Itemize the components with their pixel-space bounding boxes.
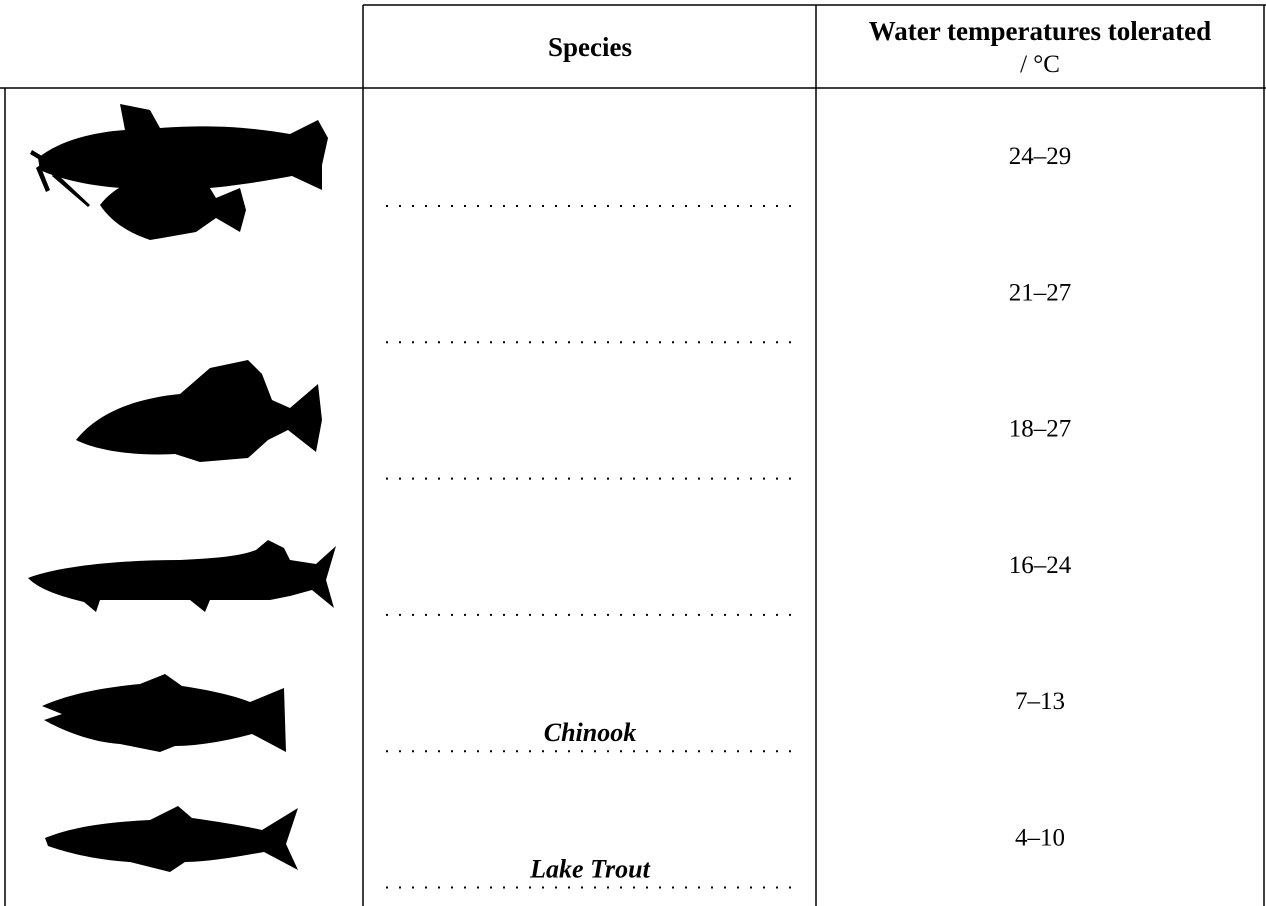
header-temperature: Water temperatures tolerated [869,16,1211,46]
page: Species Water temperatures tolerated / °… [0,0,1266,906]
fish-pike [28,540,336,612]
fish-lake-trout [45,806,298,872]
header-unit: / °C [1020,51,1060,78]
fish-chinook [42,674,286,752]
temperature-range: 7–13 [1015,688,1065,715]
fish-silhouettes [28,104,336,872]
temperature-range: 21–27 [1009,279,1072,306]
header-species: Species [548,32,632,62]
table: Species Water temperatures tolerated / °… [0,0,1266,906]
species-name: Lake Trout [529,855,650,884]
temperature-range: 18–27 [1009,416,1072,443]
fish-bass [76,360,322,462]
species-name: Chinook [544,718,637,747]
temperature-range: 16–24 [1009,552,1072,579]
temperature-range: 24–29 [1009,143,1072,170]
temperature-range: 4–10 [1015,825,1065,852]
